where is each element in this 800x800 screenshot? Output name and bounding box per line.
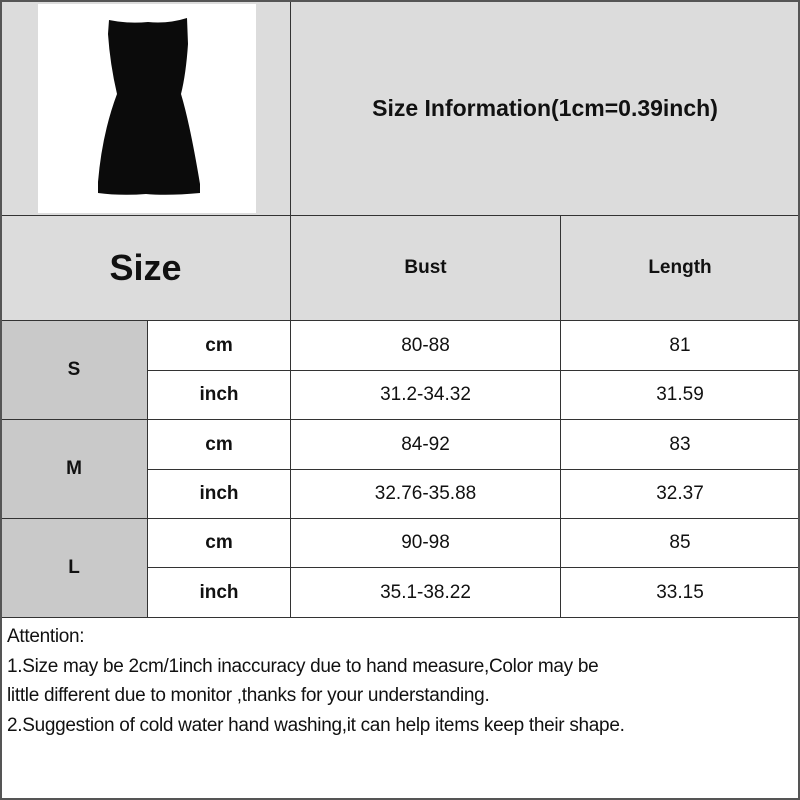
header-bust: Bust [290, 215, 561, 321]
unit-label: inch [147, 469, 291, 519]
attention-notes: Attention: 1.Size may be 2cm/1inch inacc… [0, 617, 800, 800]
unit-label: inch [147, 567, 291, 618]
bust-value: 84-92 [290, 419, 561, 470]
unit-label: cm [147, 419, 291, 470]
bust-value: 35.1-38.22 [290, 567, 561, 618]
page-title: Size Information(1cm=0.39inch) [290, 0, 800, 216]
product-image-cell [0, 0, 291, 216]
bust-value: 31.2-34.32 [290, 370, 561, 420]
length-value: 83 [560, 419, 800, 470]
size-label-m: M [0, 419, 148, 519]
notes-line-1a: 1.Size may be 2cm/1inch inaccuracy due t… [7, 655, 599, 677]
unit-label: inch [147, 370, 291, 420]
bust-value: 32.76-35.88 [290, 469, 561, 519]
bust-value: 90-98 [290, 518, 561, 568]
product-image [38, 4, 256, 213]
black-sleeveless-dress-image [98, 18, 200, 195]
unit-label: cm [147, 518, 291, 568]
bust-value: 80-88 [290, 320, 561, 371]
length-value: 33.15 [560, 567, 800, 618]
notes-line-2: 2.Suggestion of cold water hand washing,… [7, 714, 625, 736]
header-size: Size [0, 215, 291, 321]
length-value: 32.37 [560, 469, 800, 519]
size-label-l: L [0, 518, 148, 618]
notes-line-1b: little different due to monitor ,thanks … [7, 685, 490, 706]
length-value: 85 [560, 518, 800, 568]
length-value: 81 [560, 320, 800, 371]
length-value: 31.59 [560, 370, 800, 420]
size-label-s: S [0, 320, 148, 420]
unit-label: cm [147, 320, 291, 371]
notes-heading: Attention: [7, 626, 85, 647]
header-length: Length [560, 215, 800, 321]
